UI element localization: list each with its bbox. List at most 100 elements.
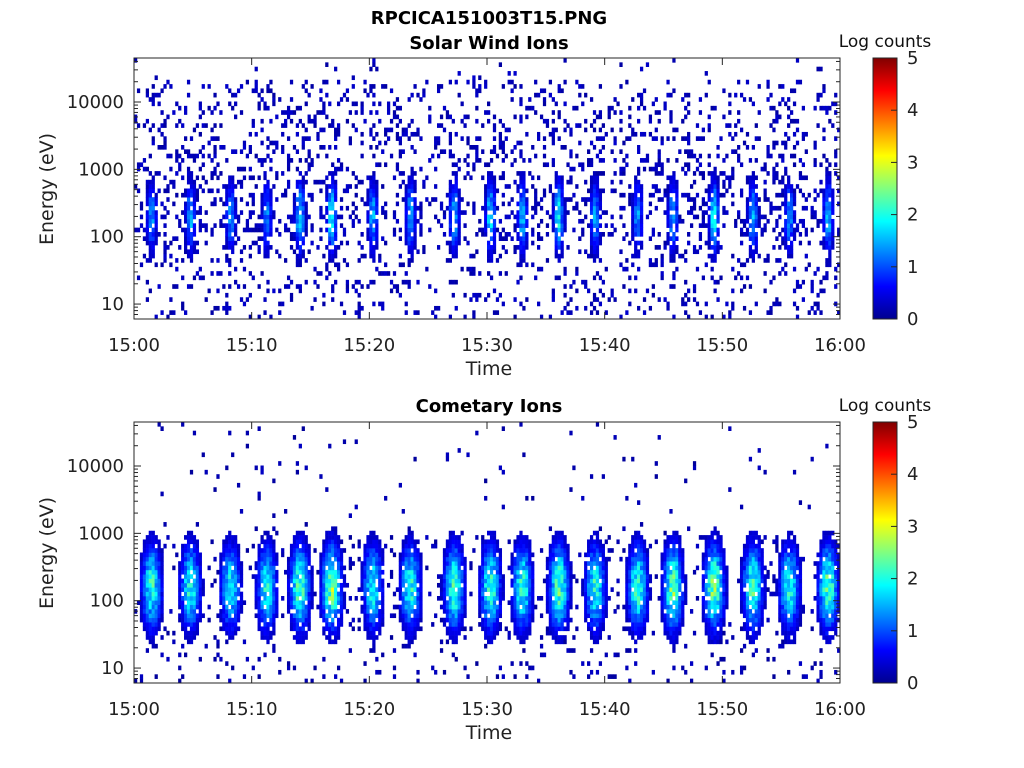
heatmap-cell <box>481 175 485 181</box>
heatmap-cell <box>269 210 273 215</box>
heatmap-cell <box>413 617 417 623</box>
heatmap-cell <box>195 613 200 619</box>
heatmap-cell <box>228 179 232 185</box>
heatmap-cell <box>592 210 597 215</box>
heatmap-cell <box>466 674 470 679</box>
heatmap-cell <box>457 158 461 163</box>
heatmap-cell <box>434 314 438 320</box>
heatmap-cell <box>436 84 441 89</box>
heatmap-cell <box>725 301 729 307</box>
heatmap-cell <box>184 240 188 246</box>
heatmap-cell <box>331 539 335 545</box>
heatmap-cell <box>372 548 376 553</box>
heatmap-cell <box>286 578 291 584</box>
heatmap-cell <box>481 123 485 128</box>
heatmap-cell <box>742 97 747 102</box>
heatmap-cell <box>487 188 491 194</box>
heatmap-cell <box>269 214 273 220</box>
heatmap-cell <box>295 258 300 263</box>
heatmap-cell <box>519 197 523 202</box>
heatmap-cell <box>184 556 188 562</box>
heatmap-cell <box>334 279 338 285</box>
heatmap-cell <box>501 227 505 233</box>
heatmap-cell <box>454 236 458 241</box>
heatmap-cell <box>413 630 417 636</box>
heatmap-cell <box>151 556 155 562</box>
heatmap-cell <box>595 171 600 176</box>
heatmap-cell <box>407 245 411 250</box>
heatmap-cell <box>189 188 194 194</box>
heatmap-cell <box>763 192 767 198</box>
heatmap-cell <box>310 604 314 610</box>
heatmap-cell <box>219 110 223 115</box>
heatmap-cell <box>254 84 258 89</box>
heatmap-cell <box>451 232 455 237</box>
heatmap-cell <box>225 556 229 562</box>
heatmap-cell <box>460 548 464 553</box>
heatmap-cell <box>448 539 452 545</box>
heatmap-cell <box>142 123 147 128</box>
heatmap-cell <box>495 297 500 302</box>
heatmap-cell <box>413 635 417 640</box>
heatmap-cell <box>425 79 429 85</box>
heatmap-cell <box>445 543 450 549</box>
heatmap-cell <box>151 600 155 605</box>
heatmap-cell <box>228 430 232 436</box>
heatmap-cell <box>231 574 235 579</box>
heatmap-cell <box>660 271 664 276</box>
heatmap-cell <box>266 232 270 237</box>
heatmap-cell <box>145 232 150 237</box>
heatmap-cell <box>589 97 594 102</box>
heatmap-cell <box>263 556 267 562</box>
heatmap-cell <box>448 578 452 584</box>
heatmap-cell <box>363 201 367 207</box>
heatmap-cell <box>634 184 638 189</box>
heatmap-cell <box>254 561 258 566</box>
heatmap-cell <box>201 578 205 584</box>
heatmap-cell <box>386 101 391 107</box>
heatmap-cell <box>189 600 194 605</box>
colorbar-gradient <box>872 57 898 320</box>
heatmap-cell <box>451 192 455 198</box>
heatmap-cell <box>828 175 832 181</box>
heatmap-cell <box>772 205 776 211</box>
heatmap-cell <box>386 271 391 276</box>
heatmap-cell <box>416 548 420 553</box>
heatmap-cell <box>225 604 229 610</box>
heatmap-cell <box>748 236 753 241</box>
heatmap-cell <box>404 223 408 228</box>
heatmap-cell <box>286 609 291 614</box>
heatmap-cell <box>378 613 382 619</box>
heatmap-cell <box>322 578 326 584</box>
heatmap-cell <box>442 604 447 610</box>
heatmap-cell <box>186 175 191 181</box>
heatmap-cell <box>666 184 670 189</box>
heatmap-cell <box>269 604 273 610</box>
heatmap-cell <box>804 266 808 272</box>
heatmap-cell <box>369 587 373 592</box>
heatmap-cell <box>707 245 711 250</box>
heatmap-cell <box>460 556 464 562</box>
heatmap-cell <box>792 214 797 220</box>
heatmap-cell <box>445 574 450 579</box>
heatmap-cell <box>410 622 414 627</box>
heatmap-cell <box>687 240 691 246</box>
heatmap-cell <box>151 218 155 224</box>
heatmap-cell <box>425 266 429 272</box>
heatmap-cell <box>189 552 194 558</box>
heatmap-cell <box>448 622 452 627</box>
heatmap-cell <box>198 227 202 233</box>
heatmap-cell <box>257 552 261 558</box>
heatmap-cell <box>637 266 641 272</box>
heatmap-cell <box>239 574 244 579</box>
heatmap-cell <box>216 643 220 649</box>
heatmap-cell <box>145 591 150 597</box>
heatmap-cell <box>266 622 270 627</box>
heatmap-cell <box>225 197 229 202</box>
heatmap-cell <box>142 166 147 172</box>
heatmap-cell <box>398 184 402 189</box>
heatmap-cell <box>798 218 803 224</box>
heatmap-cell <box>145 569 150 575</box>
heatmap-cell <box>225 578 229 584</box>
heatmap-cell <box>781 236 785 241</box>
